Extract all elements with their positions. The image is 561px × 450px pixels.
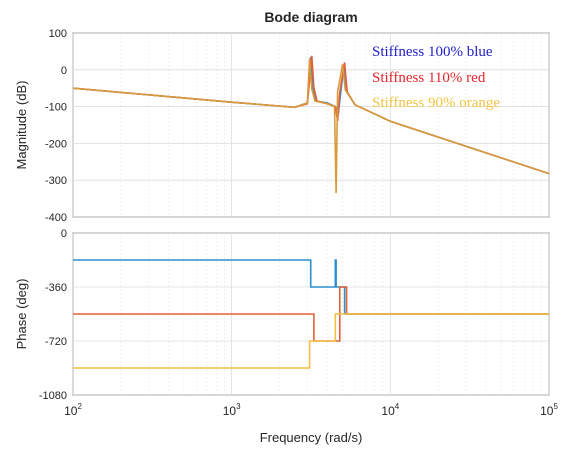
- phase-ylabel: Phase (deg): [14, 279, 29, 350]
- magnitude-series-2: [72, 58, 550, 194]
- legend-entry-0: Stiffness 100% blue: [372, 44, 493, 60]
- magnitude-grid: [72, 32, 550, 218]
- phase-panel: 0-360-720-1080 102 103 104 105 Phase (deg) …: [14, 228, 558, 445]
- legend-entry-2: Stiffness 90% orange: [372, 95, 500, 111]
- phase-y-tick-label: -360: [45, 282, 67, 294]
- legend: Stiffness 100% blue Stiffness 110% red S…: [372, 44, 500, 111]
- magnitude-y-tick-label: -400: [45, 212, 67, 224]
- phase-series-0: [73, 259, 549, 315]
- magnitude-y-tick-label: 100: [49, 28, 67, 40]
- phase-y-tick-label: 0: [61, 228, 67, 240]
- phase-y-tick-label: -720: [45, 336, 67, 348]
- x-tick-label: 105: [540, 402, 558, 418]
- phase-y-ticks: 0 -360 -720 -1080: [39, 228, 67, 402]
- chart-title: Bode diagram: [264, 9, 357, 25]
- magnitude-ylabel: Magnitude (dB): [14, 81, 29, 170]
- magnitude-y-tick-label: -100: [45, 102, 67, 114]
- phase-lines: [73, 259, 549, 369]
- x-axis-label: Frequency (rad/s): [260, 430, 363, 445]
- magnitude-lines: [72, 55, 550, 194]
- magnitude-y-ticks: 100 0 -100 -200 -300 -400: [45, 28, 67, 224]
- phase-x-ticks: 102 103 104 105: [64, 402, 558, 418]
- magnitude-panel: 100 0 -100 -200 -300 -400 Magnitude (dB) Stif…: [14, 28, 550, 224]
- x-tick-label: 103: [223, 402, 241, 418]
- magnitude-y-tick-label: -200: [45, 138, 67, 150]
- phase-series-2: [73, 313, 549, 369]
- x-tick-label: 102: [64, 402, 82, 418]
- phase-y-tick-label: -1080: [39, 390, 67, 402]
- x-tick-label: 104: [381, 402, 399, 418]
- magnitude-y-tick-label: 0: [61, 65, 67, 77]
- legend-entry-1: Stiffness 110% red: [372, 70, 486, 86]
- magnitude-y-tick-label: -300: [45, 175, 67, 187]
